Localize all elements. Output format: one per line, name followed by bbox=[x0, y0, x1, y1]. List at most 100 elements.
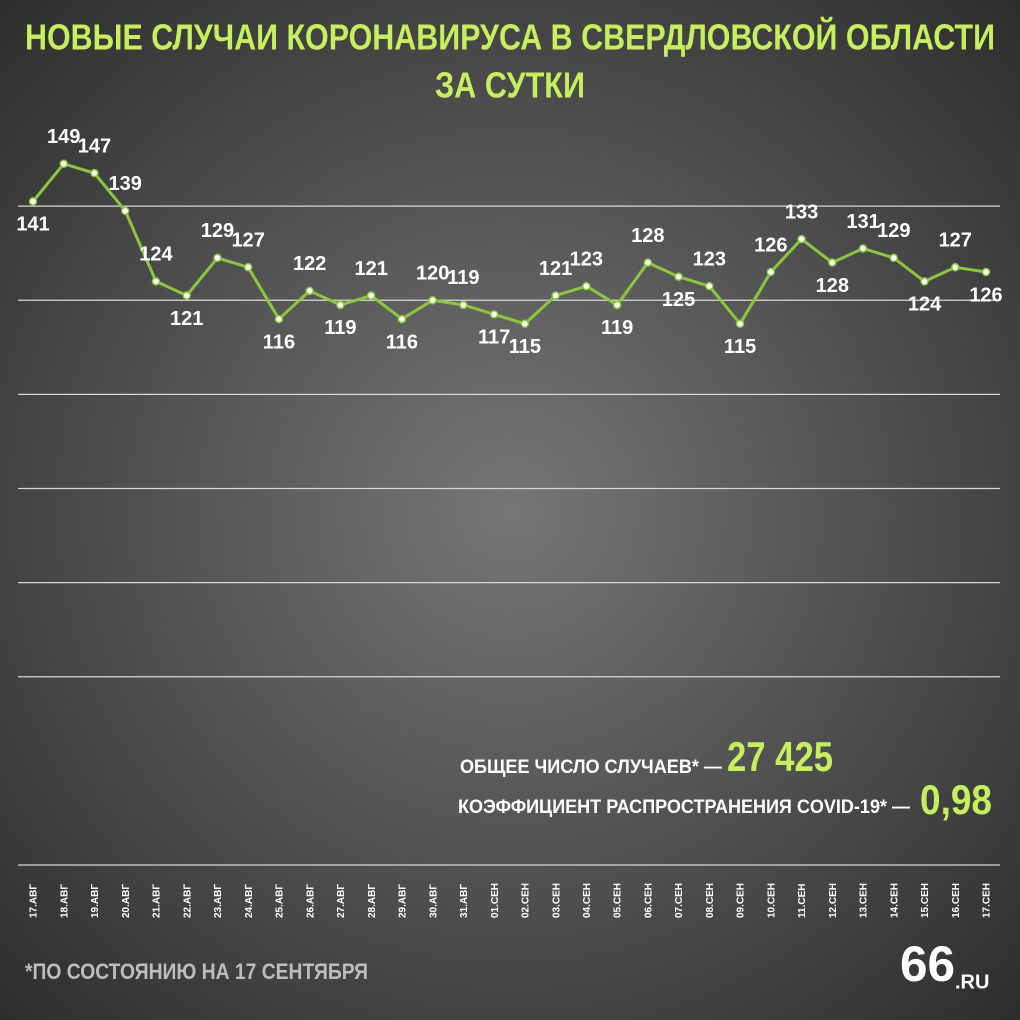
data-point bbox=[243, 263, 253, 272]
value-label: 126 bbox=[754, 234, 787, 256]
data-point bbox=[428, 296, 437, 305]
value-label: 121 bbox=[354, 258, 387, 280]
value-label: 141 bbox=[16, 214, 49, 236]
value-label: 131 bbox=[846, 211, 879, 233]
data-point bbox=[59, 159, 68, 169]
data-point bbox=[612, 300, 622, 310]
data-point bbox=[305, 286, 314, 296]
data-point bbox=[520, 319, 530, 329]
data-point bbox=[920, 277, 929, 286]
x-tick-label: 26.АВГ bbox=[305, 884, 316, 918]
x-tick-label: 01.СЕН bbox=[490, 883, 501, 918]
x-tick-label: 15.СЕН bbox=[920, 883, 931, 918]
logo-number: 66 bbox=[900, 936, 955, 992]
data-point bbox=[397, 314, 407, 324]
r-label: КОЭФФИЦИЕНТ РАСПРОСТРАНЕНИЯ COVID-19* — bbox=[458, 797, 910, 818]
value-label: 125 bbox=[662, 289, 695, 311]
logo-domain: .RU bbox=[955, 971, 989, 993]
x-tick-label: 02.СЕН bbox=[521, 883, 532, 918]
x-tick-label: 09.СЕН bbox=[736, 883, 747, 918]
value-label: 121 bbox=[170, 308, 203, 330]
data-point bbox=[981, 267, 991, 277]
value-label: 120 bbox=[416, 263, 449, 285]
value-label: 119 bbox=[324, 317, 356, 339]
value-label: 147 bbox=[78, 135, 111, 157]
value-label: 115 bbox=[724, 336, 756, 358]
value-label: 116 bbox=[386, 331, 418, 353]
value-label: 127 bbox=[939, 230, 972, 252]
value-label: 149 bbox=[47, 126, 80, 148]
value-label: 117 bbox=[478, 327, 510, 349]
data-point bbox=[274, 314, 284, 324]
data-point bbox=[828, 258, 837, 267]
x-tick-label: 17.СЕН bbox=[982, 883, 993, 918]
x-tick-label: 23.АВГ bbox=[213, 884, 224, 918]
x-tick-label: 30.АВГ bbox=[428, 884, 439, 918]
value-label: 128 bbox=[631, 225, 664, 247]
x-tick-label: 16.СЕН bbox=[951, 883, 962, 918]
x-tick-label: 11.СЕН bbox=[797, 884, 808, 918]
data-point bbox=[90, 168, 99, 178]
x-tick-label: 31.АВГ bbox=[459, 884, 470, 918]
x-tick-label: 14.СЕН bbox=[889, 883, 900, 918]
data-point bbox=[582, 281, 591, 291]
data-point bbox=[797, 234, 806, 244]
data-point bbox=[858, 244, 868, 253]
value-label: 128 bbox=[816, 275, 849, 297]
total-label: ОБЩЕЕ ЧИСЛО СЛУЧАЕВ* — bbox=[460, 757, 722, 778]
data-point bbox=[336, 300, 345, 310]
total-value: 27 425 bbox=[727, 733, 833, 780]
chart-subtitle: ЗА СУТКИ bbox=[435, 65, 585, 106]
value-label: 139 bbox=[109, 173, 142, 195]
value-label: 123 bbox=[570, 248, 603, 270]
data-point bbox=[28, 197, 38, 206]
x-tick-label: 05.СЕН bbox=[613, 883, 624, 918]
data-point bbox=[182, 291, 191, 300]
value-label: 127 bbox=[232, 230, 265, 252]
value-label: 124 bbox=[908, 294, 942, 316]
value-label: 123 bbox=[693, 248, 726, 270]
chart-title: НОВЫЕ СЛУЧАИ КОРОНАВИРУСА В СВЕРДЛОВСКОЙ… bbox=[25, 16, 995, 58]
data-point bbox=[889, 253, 899, 263]
data-point bbox=[735, 319, 745, 329]
x-tick-label: 28.АВГ bbox=[367, 884, 378, 918]
data-point bbox=[705, 281, 714, 291]
data-point bbox=[459, 300, 468, 310]
x-tick-label: 12.СЕН bbox=[828, 883, 839, 918]
footnote: *ПО СОСТОЯНИЮ НА 17 СЕНТЯБРЯ bbox=[25, 959, 368, 984]
x-tick-label: 18.АВГ bbox=[59, 884, 70, 918]
x-tick-label: 10.СЕН bbox=[766, 883, 777, 918]
x-tick-label: 20.АВГ bbox=[121, 884, 132, 918]
x-tick-label: 04.СЕН bbox=[582, 883, 593, 918]
value-label: 126 bbox=[969, 284, 1002, 306]
x-tick-label: 03.СЕН bbox=[551, 883, 562, 918]
x-tick-label: 17.АВГ bbox=[29, 884, 40, 918]
data-point bbox=[674, 272, 683, 281]
data-point bbox=[951, 263, 960, 272]
value-label: 116 bbox=[263, 331, 295, 353]
value-label: 133 bbox=[785, 201, 818, 223]
x-tick-label: 19.АВГ bbox=[90, 884, 101, 918]
x-tick-label: 07.СЕН bbox=[674, 883, 685, 918]
value-label: 121 bbox=[539, 258, 572, 280]
data-line bbox=[31, 162, 987, 326]
value-label: 129 bbox=[877, 220, 910, 242]
x-tick-label: 22.АВГ bbox=[182, 884, 193, 918]
data-point bbox=[213, 253, 222, 263]
value-label: 129 bbox=[201, 220, 234, 242]
x-tick-label: 24.АВГ bbox=[244, 884, 255, 918]
x-tick-label: 06.СЕН bbox=[643, 883, 654, 918]
r-value: 0,98 bbox=[920, 776, 992, 823]
value-label: 119 bbox=[447, 267, 479, 289]
x-tick-label: 13.СЕН bbox=[859, 883, 870, 918]
x-tick-label: 27.АВГ bbox=[336, 884, 347, 918]
value-label: 124 bbox=[139, 244, 173, 266]
data-point bbox=[643, 258, 653, 267]
x-tick-label: 29.АВГ bbox=[398, 884, 409, 918]
x-tick-label: 21.АВГ bbox=[152, 884, 163, 918]
x-tick-label: 25.АВГ bbox=[275, 884, 286, 918]
data-point bbox=[551, 291, 560, 300]
data-point bbox=[766, 267, 776, 277]
